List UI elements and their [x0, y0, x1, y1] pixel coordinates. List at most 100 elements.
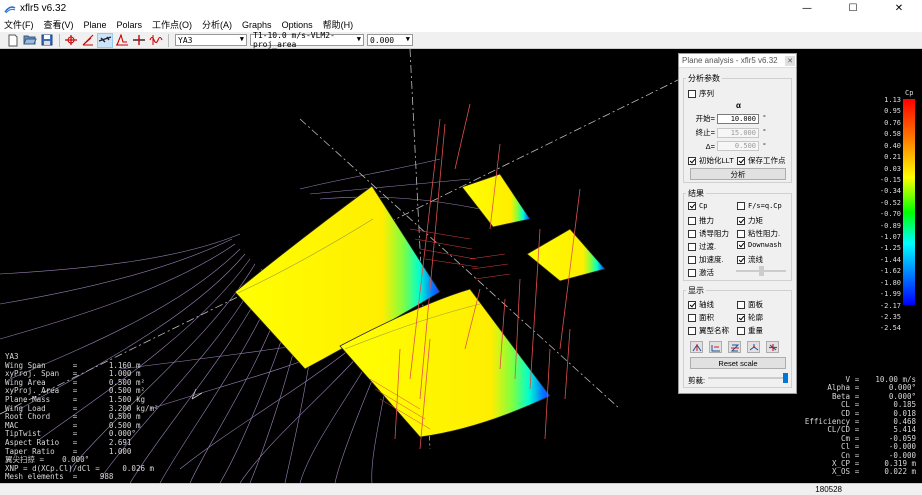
start-input[interactable]: 10.000	[717, 113, 759, 124]
checkbox-box	[688, 216, 696, 225]
wing-info-row: Mesh elements = 988	[5, 472, 114, 482]
menu-view[interactable]: 查看(V)	[43, 20, 74, 30]
menu-graphs[interactable]: Graphs	[242, 19, 272, 30]
sequence-checkbox[interactable]: 序列	[688, 88, 714, 99]
wing-info-row: Aspect Ratio = 2.691	[5, 437, 132, 447]
checkbox-display-3[interactable]: 轮廓	[737, 312, 763, 323]
view-x-icon[interactable]	[690, 341, 703, 353]
op-equals: =	[854, 459, 860, 469]
op-equals: =	[854, 467, 860, 477]
wing-info-row: Taper Ratio = 1.000	[5, 446, 132, 456]
window-controls: — ☐ ✕	[784, 0, 922, 17]
animate-checkbox[interactable]: 激活	[688, 267, 714, 278]
checkbox-box	[737, 216, 745, 225]
init-llt-checkbox[interactable]: 初始化LLT	[688, 155, 734, 166]
checkbox-results-0[interactable]: Cp	[688, 202, 707, 210]
wing-info-row: Plane Mass = 1.500 kg	[5, 394, 145, 404]
dialog-title-bar[interactable]: Plane analysis - xflr5 v6.32 ✕	[679, 54, 796, 68]
checkbox-display-0[interactable]: 轴线	[688, 299, 714, 310]
checkbox-box	[688, 156, 696, 165]
menu-file[interactable]: 文件(F)	[4, 20, 34, 30]
store-opp-checkbox[interactable]: 保存工作点	[737, 155, 786, 166]
checkbox-results-8[interactable]: 加速度.	[688, 254, 724, 265]
checkbox-results-5[interactable]: 粘性阻力.	[737, 228, 780, 239]
slider-thumb[interactable]	[758, 266, 764, 276]
opp-select[interactable]: 0.000 ▼	[367, 34, 413, 46]
checkbox-label: 推力	[699, 216, 714, 225]
alpha-label: α	[736, 101, 741, 110]
checkbox-label: 面积	[699, 313, 714, 322]
legend-value: 0.95	[884, 107, 901, 116]
new-file-icon[interactable]	[5, 33, 21, 48]
direct-analysis-icon[interactable]	[148, 33, 164, 48]
start-row: 开始= 10.000 °	[684, 113, 766, 124]
checkbox-display-5[interactable]: 重量	[737, 325, 763, 336]
checkbox-results-3[interactable]: 力矩	[737, 215, 763, 226]
checkbox-results-6[interactable]: 过渡.	[688, 241, 716, 252]
legend-value: -0.89	[879, 221, 901, 230]
animation-speed-slider[interactable]	[736, 266, 786, 276]
op-key: X_CP	[831, 459, 850, 469]
op-info-row: X_OS = 0.022 m	[770, 467, 916, 477]
legend-value: 0.76	[884, 118, 901, 127]
wing-info-row: 翼尖扫掠 = 0.000°	[5, 455, 90, 465]
legend-value: -2.54	[879, 324, 901, 333]
menu-operating-point[interactable]: 工作点(O)	[152, 20, 193, 30]
plane-select[interactable]: YA3 ▼	[175, 34, 247, 46]
checkbox-box	[688, 300, 696, 309]
checkbox-display-2[interactable]: 面积	[688, 312, 714, 323]
plane-3d-view	[0, 49, 681, 483]
view-z-icon[interactable]	[728, 341, 741, 353]
maximize-button[interactable]: ☐	[848, 3, 858, 14]
menu-options[interactable]: Options	[281, 19, 313, 30]
checkbox-results-1[interactable]: F/s=q.Cp	[737, 202, 782, 210]
menu-help[interactable]: 帮助(H)	[322, 20, 354, 30]
plane-name: YA3	[5, 352, 19, 361]
checkbox-display-4[interactable]: 翼型名称	[688, 325, 729, 336]
delta-row: Δ= 0.500 °	[684, 141, 766, 151]
reset-scale-button[interactable]: Reset scale	[690, 357, 786, 369]
inverse-design-icon[interactable]	[114, 33, 130, 48]
op-key: Cl	[840, 442, 850, 452]
dialog-close-button[interactable]: ✕	[785, 56, 795, 66]
legend-value: -1.80	[879, 278, 901, 287]
clip-slider[interactable]	[708, 373, 788, 383]
checkbox-results-7[interactable]: Downwash	[737, 241, 782, 249]
xfoil-analysis-icon[interactable]	[80, 33, 96, 48]
view-iso-icon[interactable]	[747, 341, 760, 353]
op-key: Cn	[840, 450, 850, 460]
opp-select-value: 0.000	[370, 35, 395, 45]
view-flip-icon[interactable]	[766, 341, 779, 353]
polar-select[interactable]: T1-10.0 m/s-VLM2-proj_area ▼	[250, 31, 364, 49]
menu-polars[interactable]: Polars	[116, 19, 143, 30]
menu-plane[interactable]: Plane	[83, 19, 107, 30]
checkbox-box	[737, 229, 745, 238]
checkbox-results-4[interactable]: 诱导阻力	[688, 228, 729, 239]
slider-thumb[interactable]	[783, 373, 788, 383]
checkbox-label: 粘性阻力.	[748, 229, 781, 238]
open-file-icon[interactable]	[22, 33, 38, 48]
mixed-inverse-icon[interactable]	[131, 33, 147, 48]
legend-value: -1.07	[879, 233, 901, 242]
checkbox-results-9[interactable]: 流线	[737, 254, 763, 265]
clip-label: 剪裁:	[688, 376, 706, 385]
close-button[interactable]: ✕	[894, 3, 904, 14]
op-key: Beta	[831, 391, 850, 401]
op-value: 10.00 m/s	[875, 375, 916, 384]
minimize-button[interactable]: —	[802, 3, 812, 14]
save-icon[interactable]	[39, 33, 55, 48]
analyze-button[interactable]: 分析	[690, 168, 786, 180]
plane-design-icon[interactable]	[97, 32, 113, 48]
checkbox-display-1[interactable]: 面板	[737, 299, 763, 310]
op-value: 0.018	[893, 408, 916, 418]
view-y-icon[interactable]	[709, 341, 722, 353]
legend-value: -0.15	[879, 175, 901, 184]
delta-input[interactable]: 0.500	[717, 141, 759, 151]
menu-analysis[interactable]: 分析(A)	[202, 20, 233, 30]
checkbox-label: 重量	[748, 326, 763, 335]
end-input[interactable]: 15.000	[717, 127, 759, 138]
op-info-row: CD = 0.018	[770, 408, 916, 418]
airfoil-design-icon[interactable]	[63, 33, 79, 48]
checkbox-results-2[interactable]: 推力	[688, 215, 714, 226]
